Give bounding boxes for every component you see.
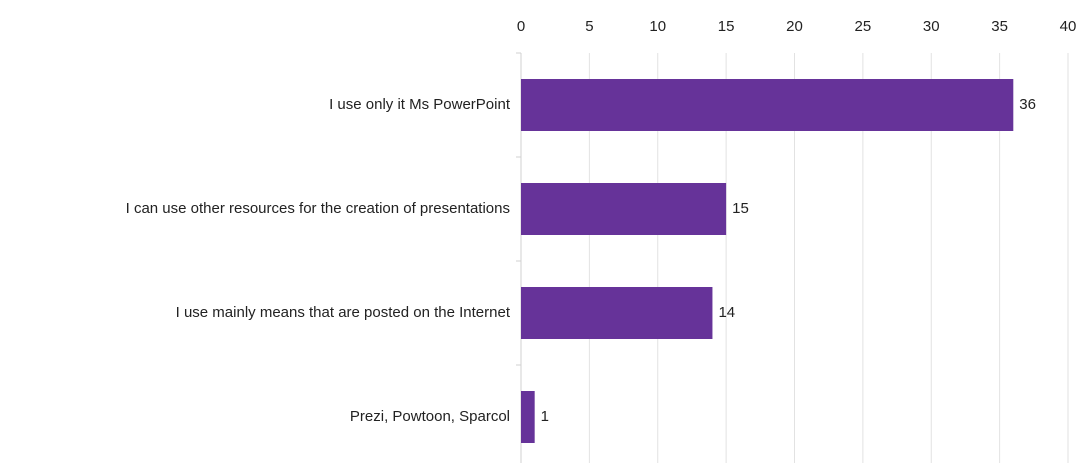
y-tick-label: I can use other resources for the creati…: [126, 200, 510, 217]
x-tick-label: 0: [517, 18, 525, 35]
y-tick-label: I use only it Ms PowerPoint: [329, 96, 511, 113]
x-tick-label: 40: [1060, 18, 1077, 35]
data-label: 1: [541, 408, 549, 425]
x-tick-label: 15: [718, 18, 735, 35]
bar: [521, 183, 727, 235]
x-tick-label: 20: [786, 18, 803, 35]
data-label: 15: [732, 200, 749, 217]
x-tick-label: 35: [991, 18, 1008, 35]
x-tick-label: 10: [649, 18, 666, 35]
data-label: 14: [718, 304, 735, 321]
x-tick-label: 30: [923, 18, 940, 35]
x-tick-label: 25: [855, 18, 872, 35]
bar: [521, 287, 713, 339]
bar: [521, 79, 1014, 131]
x-tick-label: 5: [585, 18, 593, 35]
data-label: 36: [1019, 96, 1036, 113]
bar: [521, 391, 535, 443]
y-tick-label: I use mainly means that are posted on th…: [176, 304, 511, 321]
y-tick-label: Prezi, Powtoon, Sparcol: [350, 408, 510, 425]
